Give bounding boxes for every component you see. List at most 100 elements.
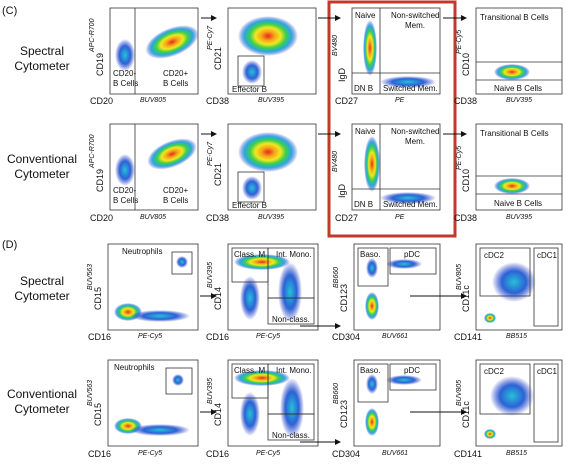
gate-label: cDC2 <box>484 367 505 376</box>
gate-label: Switched Mem. <box>383 200 438 209</box>
panel-d-label: (D) <box>2 239 17 251</box>
x-fluor: BB515 <box>506 333 527 340</box>
row-label-c2-line2: Cytometer <box>14 167 69 181</box>
x-marker: CD141 <box>454 332 482 342</box>
y-fluor: BB660 <box>333 267 340 288</box>
gate-label: cDC1 <box>537 367 558 376</box>
plot-d2-1: Neutrophils CD16 PE-Cy5 CD15 BUV563 <box>87 359 199 459</box>
gate-label: Naive B Cells <box>494 199 542 208</box>
y-marker: CD11c <box>461 401 471 428</box>
x-marker: CD16 <box>206 449 229 459</box>
plot-c1-1: CD20- B Cells CD20+ B Cells CD20 BUV805 … <box>89 7 199 106</box>
y-marker: IgD <box>337 67 347 82</box>
y-fluor: APC-R700 <box>89 18 96 53</box>
gate-label: Baso. <box>360 366 380 375</box>
x-fluor: PE-Cy5 <box>256 333 280 340</box>
x-marker: CD38 <box>206 96 229 106</box>
gate-label: Transitional B Cells <box>480 13 549 22</box>
gate-label: cDC2 <box>484 251 505 260</box>
y-fluor: BUV395 <box>207 378 214 404</box>
plot-c1-4: Transitional B Cells Naive B Cells CD38 … <box>454 7 563 106</box>
x-marker: CD38 <box>206 213 229 223</box>
gate-label: DN B <box>354 200 373 209</box>
gate-label: Class. M <box>234 250 265 259</box>
x-fluor: BUV661 <box>382 333 408 340</box>
plot-c1-2: Effector B CD38 BUV395 CD21 PE-Cy7 <box>206 7 317 106</box>
y-fluor: PE-Cy5 <box>456 146 463 170</box>
y-fluor: PE-Cy5 <box>456 30 463 54</box>
row-label-c1-line1: Spectral <box>20 44 64 58</box>
y-marker: CD14 <box>213 403 223 426</box>
y-marker: CD123 <box>339 400 349 428</box>
row-label-c1-line2: Cytometer <box>14 59 69 73</box>
plot-c1-3: Naive Non-switched Mem. DN B Switched Me… <box>332 7 441 106</box>
x-marker: CD16 <box>206 332 229 342</box>
gate-label: CD20- <box>113 186 136 195</box>
gate-label: Int. Mono. <box>276 250 312 259</box>
plot-d1-1: Neutrophils CD16 PE-Cy5 CD15 BUV563 <box>87 243 199 342</box>
y-marker: CD21 <box>213 163 223 186</box>
x-marker: CD38 <box>454 213 477 223</box>
gate-label: pDC <box>404 366 420 375</box>
x-fluor: BUV395 <box>258 214 284 221</box>
gate-label: Int. Mono. <box>276 366 312 375</box>
y-marker: CD11c <box>461 285 471 312</box>
y-marker: CD123 <box>339 284 349 312</box>
y-marker: CD19 <box>95 169 105 192</box>
y-fluor: PE-Cy7 <box>207 25 214 50</box>
x-marker: CD141 <box>454 449 482 459</box>
x-fluor: PE <box>395 214 405 221</box>
x-marker: CD16 <box>88 332 111 342</box>
y-marker: CD10 <box>461 53 471 76</box>
gate-label: B Cells <box>113 196 138 205</box>
gate-label: Mem. <box>405 21 425 30</box>
gate-label: Naive B Cells <box>494 84 542 93</box>
x-fluor: BB515 <box>506 450 527 457</box>
gate-label: Mem. <box>405 137 425 146</box>
plot-d2-2: Class. M Int. Mono. Non-class. CD16 PE-C… <box>206 359 319 459</box>
x-fluor: BUV805 <box>140 214 166 221</box>
plot-d2-3: Baso. pDC CD304 BUV661 CD123 BB660 <box>332 359 441 459</box>
gate-label: Non-switched <box>391 127 439 136</box>
y-fluor: APC-R700 <box>89 134 96 169</box>
x-fluor: PE-Cy5 <box>256 450 280 457</box>
gate-label: Non-switched <box>391 11 439 20</box>
y-fluor: BUV563 <box>87 380 94 406</box>
y-fluor: BV480 <box>332 151 339 172</box>
panel-c-label: (C) <box>2 5 17 17</box>
y-marker: CD10 <box>461 169 471 192</box>
y-marker: CD21 <box>213 47 223 70</box>
x-marker: CD27 <box>335 96 358 106</box>
plot-d1-2: Class. M Int. Mono. Non-class. CD16 PE-C… <box>206 243 319 342</box>
highlight-box <box>327 0 457 238</box>
plot-d1-3: Baso. pDC CD304 BUV661 CD123 BB660 <box>332 243 441 342</box>
gate-label: Switched Mem. <box>383 84 438 93</box>
gate-label: Naive <box>355 127 376 136</box>
gate-label: CD20+ <box>163 186 188 195</box>
gate-label: DN B <box>354 84 373 93</box>
x-marker: CD304 <box>332 449 360 459</box>
gate-label: CD20- <box>113 69 136 78</box>
x-fluor: PE-Cy5 <box>138 333 162 340</box>
x-marker: CD304 <box>332 332 360 342</box>
y-fluor: BV480 <box>332 35 339 56</box>
x-marker: CD27 <box>335 213 358 223</box>
gate-label: Class. M <box>234 366 265 375</box>
gate-label: Baso. <box>360 250 380 259</box>
gate-label: B Cells <box>163 196 188 205</box>
x-fluor: BUV395 <box>506 214 532 221</box>
x-marker: CD20 <box>90 96 113 106</box>
gate-label: Transitional B Cells <box>480 129 549 138</box>
row-label-d2-line1: Conventional <box>7 387 77 401</box>
plot-c2-2: Effector B CD38 BUV395 CD21 PE-Cy7 <box>206 123 317 223</box>
y-marker: CD15 <box>93 287 103 310</box>
plot-c2-4: Transitional B Cells Naive B Cells CD38 … <box>454 123 563 223</box>
gate-label: B Cells <box>163 79 188 88</box>
y-fluor: BUV805 <box>456 264 463 290</box>
y-fluor: PE-Cy7 <box>207 141 214 166</box>
y-marker: CD15 <box>93 403 103 426</box>
gate-label: Naive <box>355 11 376 20</box>
x-marker: CD38 <box>454 96 477 106</box>
y-fluor: BUV805 <box>456 380 463 406</box>
